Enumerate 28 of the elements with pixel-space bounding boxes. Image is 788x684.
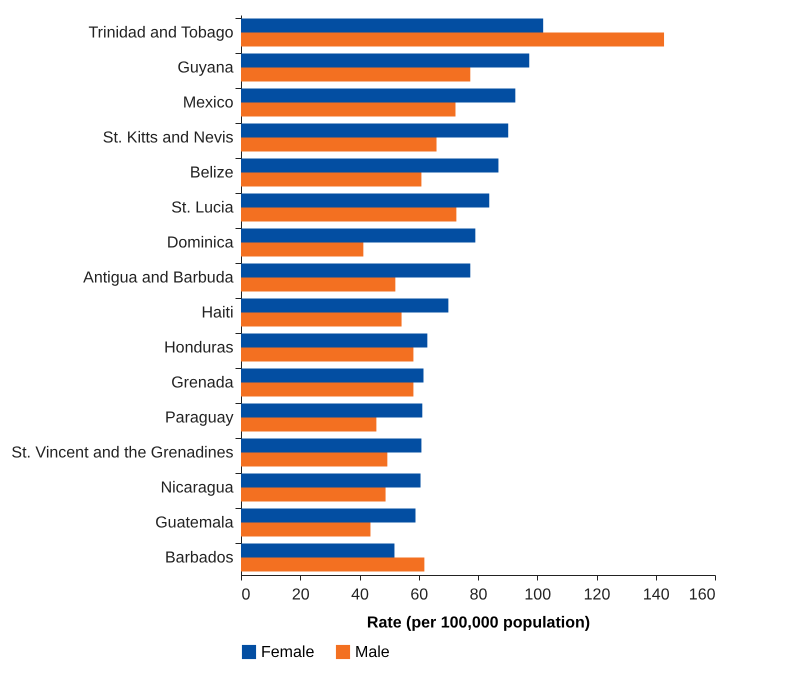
y-tick-label: St. Vincent and the Grenadines [11, 444, 234, 462]
y-tick-label: Barbados [165, 550, 234, 566]
y-tick-label: St. Kitts and Nevis [102, 130, 234, 146]
y-tick-label: Dominica [166, 234, 234, 252]
x-tick-label: 80 [470, 586, 488, 604]
x-tick-label: 60 [410, 586, 428, 604]
x-axis-title: Rate (per 100,000 population) [366, 614, 590, 632]
x-tick-label: 120 [584, 586, 610, 604]
x-tick-label: 20 [292, 586, 310, 604]
y-tick-label: Guyana [177, 60, 234, 76]
y-tick-label: Grenada [171, 374, 234, 392]
y-tick-label: St. Lucia [171, 200, 234, 216]
y-tick-label: Belize [190, 164, 234, 182]
y-tick-label: Mexico [182, 94, 234, 112]
y-tick-label: Paraguay [165, 410, 234, 426]
y-tick-label: Antigua and Barbuda [83, 270, 234, 286]
legend-label: Female [261, 644, 314, 661]
legend-label: Male [355, 644, 390, 661]
x-tick-label: 40 [351, 586, 369, 604]
y-tick-label: Honduras [164, 340, 234, 356]
y-tick-label: Nicaragua [160, 480, 234, 496]
y-tick-label: Haiti [201, 304, 234, 322]
x-tick-label: 160 [688, 586, 716, 604]
x-tick-label: 140 [642, 586, 670, 604]
y-tick-label: Guatemala [155, 514, 234, 532]
y-tick-label: Trinidad and Tobago [88, 24, 234, 42]
x-tick-label: 100 [524, 586, 552, 604]
x-tick-label: 0 [242, 586, 250, 604]
